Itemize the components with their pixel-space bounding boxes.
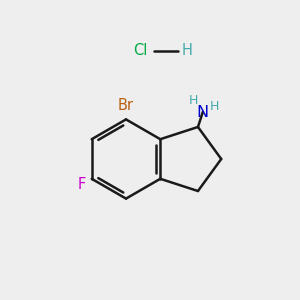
- Text: N: N: [197, 105, 209, 120]
- Text: H: H: [189, 94, 199, 107]
- Text: Cl: Cl: [133, 44, 148, 59]
- Text: F: F: [77, 177, 86, 192]
- Text: H: H: [209, 100, 219, 112]
- Text: Br: Br: [118, 98, 134, 113]
- Text: H: H: [181, 44, 192, 59]
